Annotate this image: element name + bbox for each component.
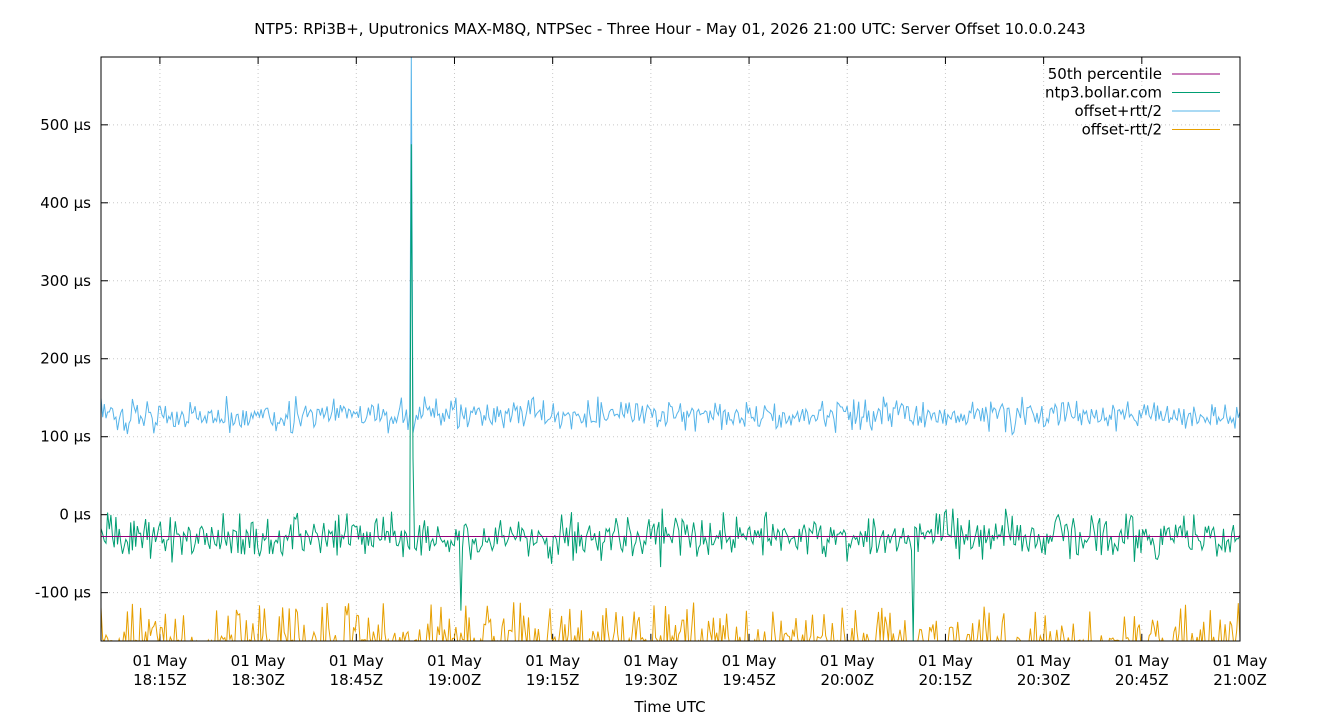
legend-label-offset-rtt-2: offset+rtt/2 <box>1074 102 1162 120</box>
series-line-offset-rtt-2 <box>101 57 1240 436</box>
legend-label-ntp3-bollar-com: ntp3.bollar.com <box>1045 84 1162 102</box>
x-tick-label-time: 20:15Z <box>919 671 973 689</box>
x-axis-label: Time UTC <box>633 698 705 716</box>
x-tick-label-time: 19:00Z <box>428 671 482 689</box>
legend: 50th percentilentp3.bollar.comoffset+rtt… <box>1045 65 1220 139</box>
legend-label-offset-rtt-2: offset-rtt/2 <box>1082 121 1162 139</box>
x-tick-label-time: 19:30Z <box>624 671 678 689</box>
series-line-offset-rtt-2 <box>101 602 1240 641</box>
x-tick-label-date: 01 May <box>1016 652 1071 670</box>
x-tick-label-date: 01 May <box>231 652 286 670</box>
x-tick-label-time: 18:45Z <box>330 671 384 689</box>
x-tick-label-date: 01 May <box>722 652 777 670</box>
x-tick-label-time: 19:45Z <box>722 671 776 689</box>
x-tick-label-date: 01 May <box>1213 652 1268 670</box>
x-tick-label-time: 19:15Z <box>526 671 580 689</box>
y-tick-label: 0 µs <box>59 506 91 524</box>
x-tick-label-date: 01 May <box>820 652 875 670</box>
x-tick-label-date: 01 May <box>525 652 580 670</box>
y-tick-label: -100 µs <box>35 584 91 602</box>
y-tick-label: 200 µs <box>40 350 91 368</box>
x-tick-label-date: 01 May <box>329 652 384 670</box>
x-tick-label-time: 18:30Z <box>231 671 285 689</box>
x-tick-label-date: 01 May <box>623 652 678 670</box>
x-tick-label-time: 21:00Z <box>1213 671 1267 689</box>
y-tick-label: 300 µs <box>40 272 91 290</box>
x-tick-label-time: 20:45Z <box>1115 671 1169 689</box>
x-tick-label-time: 20:30Z <box>1017 671 1071 689</box>
x-tick-label-date: 01 May <box>427 652 482 670</box>
series-lines <box>101 57 1240 641</box>
x-tick-label-date: 01 May <box>1114 652 1169 670</box>
x-tick-label-time: 18:15Z <box>133 671 187 689</box>
y-tick-label: 400 µs <box>40 194 91 212</box>
x-tick-label-date: 01 May <box>132 652 187 670</box>
x-tick-label-time: 20:00Z <box>820 671 874 689</box>
y-tick-label: 100 µs <box>40 428 91 446</box>
y-axis: 500 µs 400 µs 300 µs 200 µs 100 µs 0 µs -100 µ… <box>35 116 1240 602</box>
x-tick-label-date: 01 May <box>918 652 973 670</box>
y-tick-label: 500 µs <box>40 116 91 134</box>
series-line-ntp3-bollar-com <box>101 144 1240 641</box>
plot-frame <box>100 56 1241 642</box>
chart-title: NTP5: RPi3B+, Uputronics MAX-M8Q, NTPSec… <box>254 20 1085 38</box>
legend-label-50th-percentile: 50th percentile <box>1048 65 1162 83</box>
